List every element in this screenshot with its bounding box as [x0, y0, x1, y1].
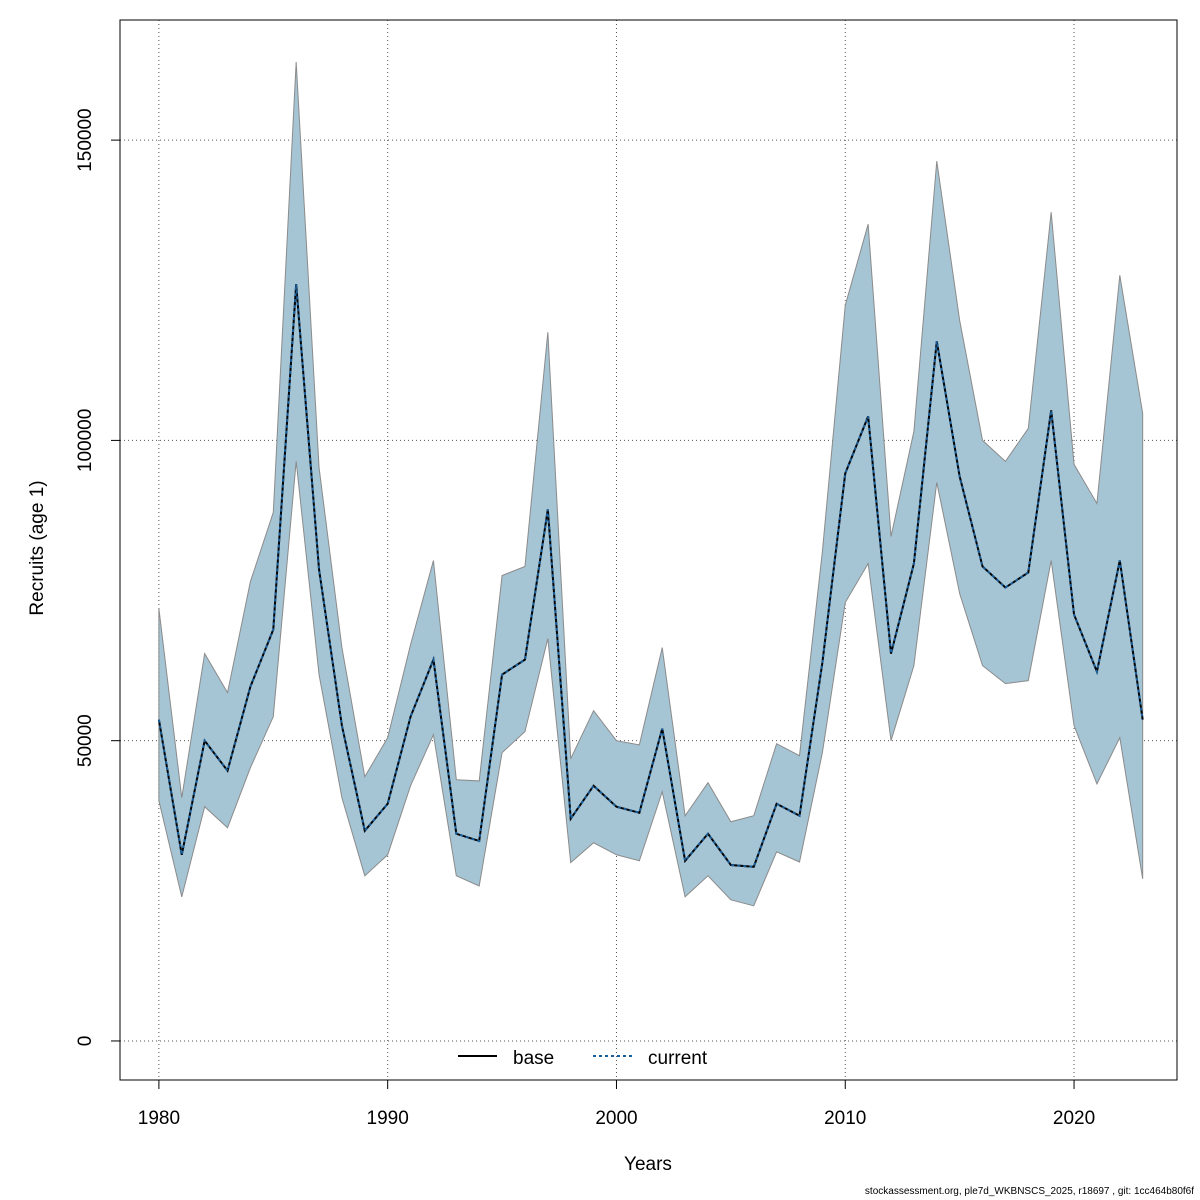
legend-base-label: base — [513, 1048, 554, 1069]
legend-current-label: current — [648, 1048, 708, 1069]
y-tick-label: 50000 — [75, 714, 96, 767]
x-tick-label: 2000 — [595, 1108, 637, 1129]
y-tick-label: 100000 — [75, 409, 96, 472]
x-axis: 1980 1990 2000 2010 2020 — [138, 1079, 1095, 1129]
series-line-current — [157, 284, 1144, 868]
series-lines — [157, 284, 1144, 868]
confidence-band-area — [158, 62, 1144, 907]
y-tick-label: 150000 — [75, 108, 96, 171]
x-tick-label: 2020 — [1053, 1108, 1095, 1129]
footer-note: stockassessment.org, ple7d_WKBNSCS_2025,… — [864, 1186, 1194, 1197]
confidence-band — [158, 62, 1144, 907]
x-tick-label: 2010 — [824, 1108, 866, 1129]
y-tick-label: 0 — [75, 1036, 96, 1047]
y-axis: 0 50000 100000 150000 — [75, 108, 121, 1047]
x-axis-label: Years — [624, 1154, 672, 1175]
y-axis-label: Recruits (age 1) — [27, 480, 48, 615]
x-tick-label: 1990 — [367, 1108, 409, 1129]
legend: base current — [458, 1048, 708, 1069]
x-tick-label: 1980 — [138, 1108, 180, 1129]
